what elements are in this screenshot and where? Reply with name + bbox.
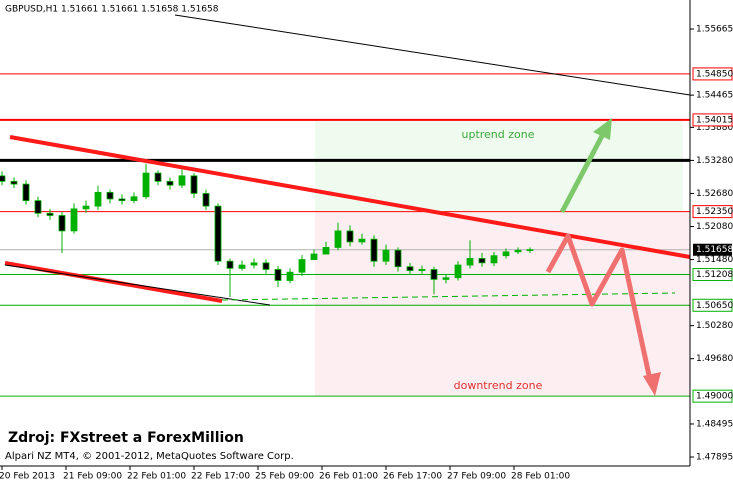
candle-body [58, 215, 66, 232]
level-label-box [692, 389, 733, 403]
level-label-box [692, 67, 733, 81]
level-label-box [692, 298, 733, 312]
x-tick-label: 26 Feb 17:00 [383, 472, 442, 482]
candle-body [214, 205, 222, 262]
candle-body [274, 269, 282, 281]
candle-body [442, 277, 450, 280]
candle-body [370, 238, 378, 262]
candle-body [286, 271, 294, 281]
candle-body [10, 180, 18, 185]
candle-body [226, 260, 234, 269]
y-tick-label: 1.48495 [696, 419, 733, 429]
up-arrow [559, 132, 606, 214]
candle-body [34, 200, 42, 214]
candle-body [166, 180, 174, 186]
x-tick-label: 22 Feb 01:00 [127, 472, 186, 482]
candle-body [490, 255, 498, 264]
trend-line [4, 264, 271, 306]
downtrend-zone [315, 212, 690, 396]
candle-body [70, 208, 78, 232]
candle-body [454, 264, 462, 279]
candle-body [190, 175, 198, 194]
candle-body [502, 251, 510, 257]
channel-lower [4, 261, 223, 303]
annotation: uptrend zone [461, 128, 534, 141]
candle-body [310, 253, 318, 260]
level-label: 1.54850 [696, 69, 733, 79]
current-price-label: 1.51658 [696, 245, 733, 255]
x-tick-label: 25 Feb 09:00 [255, 472, 314, 482]
trend-line [174, 14, 691, 96]
y-tick-label: 1.53280 [696, 156, 733, 166]
chart-title: GBPUSD,H1 1.51661 1.51661 1.51658 1.5165… [5, 5, 219, 15]
y-tick-label: 1.55665 [696, 25, 733, 35]
candle-body [334, 230, 342, 248]
down-arrowhead [643, 372, 661, 396]
candle-body [238, 264, 246, 269]
candle-body [46, 212, 54, 216]
x-tick-label: 26 Feb 01:00 [319, 472, 378, 482]
candle-body [142, 172, 150, 198]
candle-body [406, 266, 414, 271]
candle-body [358, 238, 366, 243]
candle-body [298, 259, 306, 273]
level-label-box [692, 268, 733, 282]
y-tick-label: 1.52080 [696, 222, 733, 232]
candle-body [394, 249, 402, 268]
candle-body [22, 183, 30, 202]
candle-body [130, 196, 138, 202]
source-note: Zdroj: FXstreet a ForexMillion [8, 430, 244, 446]
candle-body [418, 269, 426, 271]
y-tick-label: 1.52680 [696, 189, 733, 199]
x-tick-label: 28 Feb 01:00 [511, 472, 570, 482]
candle-body [106, 191, 114, 200]
x-tick-label: 20 Feb 2013 [0, 472, 55, 482]
annotation: downtrend zone [454, 379, 543, 392]
level-label: 1.50650 [696, 301, 733, 311]
level-label: 1.52350 [696, 207, 733, 217]
candle-body [346, 230, 354, 243]
candle-body [526, 249, 534, 252]
candle-body [466, 258, 474, 266]
candle-body [154, 172, 162, 182]
y-tick-label: 1.53880 [696, 123, 733, 133]
candle-body [262, 262, 270, 270]
level-label-box [692, 205, 733, 219]
up-arrowhead [593, 118, 612, 140]
y-tick-label: 1.51480 [696, 255, 733, 265]
candle-body [382, 249, 390, 262]
candle-body [178, 175, 186, 186]
y-tick-label: 1.50280 [696, 321, 733, 331]
dashed-line [221, 292, 676, 301]
candle-body [118, 198, 126, 202]
y-tick-label: 1.47895 [696, 453, 733, 463]
candle-body [0, 175, 6, 182]
x-tick-label: 27 Feb 09:00 [447, 472, 506, 482]
candle-body [514, 249, 522, 253]
candle-body [250, 262, 258, 266]
level-label: 1.51208 [696, 270, 733, 280]
y-tick-label: 1.49680 [696, 354, 733, 364]
down-arrow [545, 233, 653, 381]
channel-upper [9, 135, 691, 259]
candle-body [478, 258, 486, 264]
y-tick-label: 1.54465 [696, 91, 733, 101]
x-tick-label: 21 Feb 09:00 [63, 472, 122, 482]
candle-body [82, 205, 90, 210]
level-label: 1.54015 [696, 115, 733, 125]
current-price-box [693, 243, 732, 256]
level-label-box [692, 113, 733, 127]
candle-body [94, 191, 102, 207]
level-label: 1.49000 [696, 392, 733, 402]
candle-body [322, 247, 330, 255]
candle-body [430, 269, 438, 280]
footer: Alpari NZ MT4, © 2001-2012, MetaQuotes S… [5, 451, 294, 462]
uptrend-zone [315, 121, 683, 212]
x-tick-label: 22 Feb 17:00 [191, 472, 250, 482]
candle-body [202, 193, 210, 207]
